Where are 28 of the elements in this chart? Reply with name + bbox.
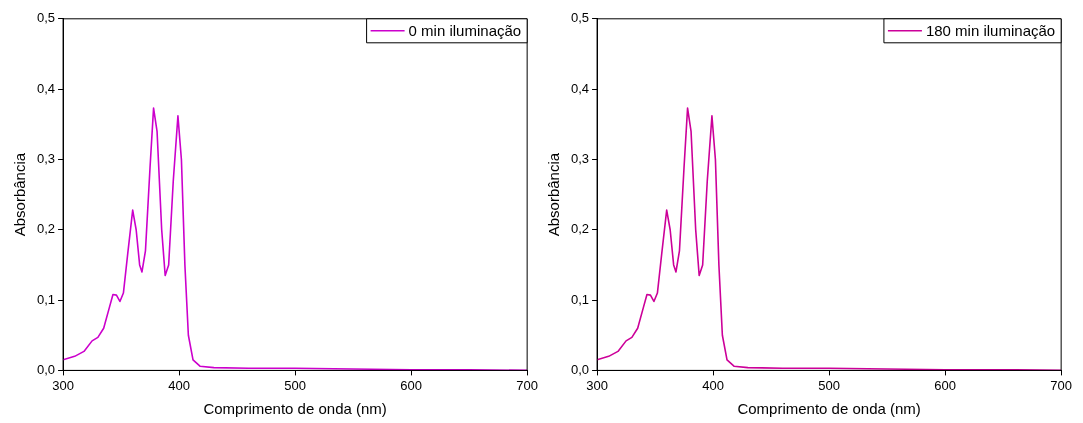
- x-axis-title: Comprimento de onda (nm): [737, 400, 921, 418]
- y-axis-title: Absorbância: [545, 152, 563, 237]
- y-tick-label: 0,1: [36, 291, 56, 307]
- y-tick-label: 0,3: [570, 151, 590, 167]
- y-tick-label: 0,4: [36, 80, 56, 96]
- x-tick-label: 400: [702, 377, 724, 393]
- x-tick-label: 300: [586, 377, 608, 393]
- x-tick-label: 600: [400, 377, 422, 393]
- y-tick-label: 0,0: [570, 361, 590, 377]
- x-tick-label: 300: [52, 377, 74, 393]
- x-tick-label: 500: [818, 377, 840, 393]
- y-tick-label: 0,1: [570, 291, 590, 307]
- y-axis-title: Absorbância: [11, 152, 29, 237]
- x-tick-label: 600: [934, 377, 956, 393]
- y-tick-label: 0,3: [36, 151, 56, 167]
- x-tick-label: 700: [1050, 377, 1073, 393]
- x-tick-label: 500: [284, 377, 306, 393]
- y-tick-label: 0,2: [36, 221, 56, 237]
- legend-label: 180 min iluminação: [925, 21, 1056, 39]
- y-tick-label: 0,0: [36, 361, 56, 377]
- legend-label: 0 min iluminação: [408, 21, 522, 39]
- y-tick-label: 0,5: [36, 10, 56, 26]
- x-axis-title: Comprimento de onda (nm): [203, 400, 387, 418]
- y-tick-label: 0,4: [570, 80, 590, 96]
- y-tick-label: 0,2: [570, 221, 590, 237]
- y-tick-label: 0,5: [570, 10, 590, 26]
- x-tick-label: 700: [516, 377, 539, 393]
- x-tick-label: 400: [168, 377, 190, 393]
